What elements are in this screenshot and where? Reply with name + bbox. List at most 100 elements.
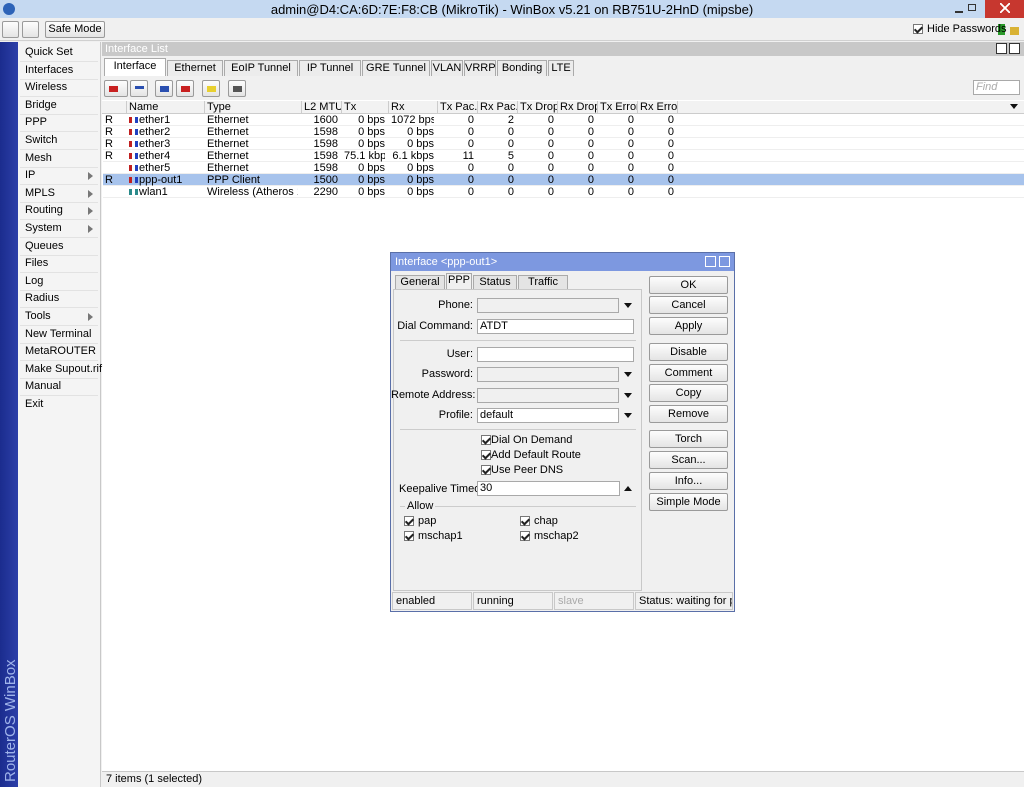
disable-button[interactable] bbox=[176, 80, 194, 97]
menu-item[interactable]: Routing bbox=[25, 204, 63, 217]
dialog-button[interactable]: Copy bbox=[649, 384, 728, 402]
list-tab[interactable]: GRE Tunnel bbox=[362, 60, 430, 76]
menu-item[interactable]: Switch bbox=[25, 134, 58, 146]
dialog-maximize[interactable] bbox=[705, 256, 716, 267]
field-input[interactable] bbox=[477, 388, 619, 403]
dialog-tab[interactable]: Status bbox=[473, 275, 517, 289]
dialog-button[interactable]: Simple Mode bbox=[649, 493, 728, 511]
menu-item[interactable]: Files bbox=[25, 257, 49, 270]
field-input[interactable] bbox=[477, 367, 619, 382]
close-list-button[interactable] bbox=[1009, 43, 1020, 54]
menu-item[interactable]: Manual bbox=[25, 380, 62, 393]
column-header[interactable]: Type bbox=[205, 101, 302, 114]
menu-item[interactable]: Wireless bbox=[25, 81, 68, 94]
menu-item[interactable]: Interfaces bbox=[25, 63, 74, 76]
field-input[interactable]: ATDT bbox=[477, 319, 634, 334]
field-input[interactable]: default bbox=[477, 408, 619, 423]
columns-dropdown[interactable] bbox=[1010, 104, 1018, 109]
field-input[interactable] bbox=[477, 347, 634, 362]
minimize-button[interactable] bbox=[945, 1, 973, 17]
dialog-tab[interactable]: Traffic bbox=[518, 275, 568, 289]
column-header[interactable]: Rx Errors bbox=[640, 101, 678, 114]
menu-item[interactable]: Exit bbox=[25, 398, 44, 410]
checkbox[interactable] bbox=[481, 435, 491, 445]
column-header[interactable]: Tx bbox=[342, 101, 389, 114]
menu-item[interactable]: MetaROUTER bbox=[25, 345, 96, 358]
table-row[interactable] bbox=[103, 162, 1024, 174]
dropdown-arrow[interactable] bbox=[624, 303, 632, 308]
column-header[interactable]: Rx bbox=[389, 101, 438, 114]
maximize-list-button[interactable] bbox=[996, 43, 1007, 54]
dialog-button[interactable]: Torch bbox=[649, 430, 728, 448]
checkbox[interactable] bbox=[481, 450, 491, 460]
menu-item[interactable]: Bridge bbox=[25, 98, 57, 111]
column-header[interactable]: Rx Pac... bbox=[478, 101, 518, 114]
dialog-button[interactable]: Remove bbox=[649, 405, 728, 423]
menu-item[interactable]: Make Supout.rif bbox=[25, 362, 103, 375]
column-header[interactable]: Tx Errors bbox=[600, 101, 638, 114]
checkbox[interactable] bbox=[404, 516, 414, 526]
menu-item[interactable]: Quick Set bbox=[25, 46, 73, 58]
field-input[interactable] bbox=[477, 298, 619, 313]
table-row[interactable] bbox=[103, 186, 1024, 198]
menu-item[interactable]: MPLS bbox=[25, 186, 55, 199]
find-box[interactable]: Find bbox=[973, 80, 1020, 95]
checkbox[interactable] bbox=[404, 531, 414, 541]
dialog-tab[interactable]: General bbox=[395, 275, 445, 289]
list-tab[interactable]: VLAN bbox=[431, 60, 463, 76]
column-header[interactable]: Tx Pac... bbox=[440, 101, 478, 114]
list-tab[interactable]: Interface bbox=[104, 58, 166, 76]
checkbox[interactable] bbox=[520, 531, 530, 541]
checkbox[interactable] bbox=[520, 516, 530, 526]
table-row[interactable] bbox=[103, 174, 1024, 186]
dialog-button[interactable]: Comment bbox=[649, 364, 728, 382]
list-tab[interactable]: Ethernet bbox=[167, 60, 223, 76]
remove-button[interactable] bbox=[130, 80, 148, 97]
list-tab[interactable]: Bonding bbox=[497, 60, 547, 76]
dialog-tab[interactable]: PPP bbox=[446, 273, 472, 289]
column-header[interactable]: Name bbox=[127, 101, 205, 114]
menu-item[interactable]: New Terminal bbox=[25, 327, 92, 340]
table-row[interactable] bbox=[103, 126, 1024, 138]
menu-item[interactable]: PPP bbox=[25, 116, 48, 129]
menu-item[interactable]: Tools bbox=[25, 310, 51, 322]
table-row[interactable] bbox=[103, 138, 1024, 150]
add-button[interactable] bbox=[104, 80, 128, 97]
dropdown-arrow[interactable] bbox=[624, 372, 632, 377]
dialog-close[interactable] bbox=[719, 256, 730, 267]
safe-mode-button[interactable]: Safe Mode bbox=[45, 21, 105, 38]
restore-button[interactable] bbox=[960, 1, 984, 17]
enable-button[interactable] bbox=[155, 80, 173, 97]
menu-item[interactable]: Queues bbox=[25, 239, 64, 252]
dialog-button[interactable]: OK bbox=[649, 276, 728, 294]
dropdown-arrow[interactable] bbox=[624, 393, 632, 398]
dialog-button[interactable]: Info... bbox=[649, 472, 728, 490]
filter-button[interactable] bbox=[228, 80, 246, 97]
dialog-button[interactable]: Apply bbox=[649, 317, 728, 335]
menu-item[interactable]: Radius bbox=[25, 292, 60, 305]
menu-item[interactable]: IP bbox=[25, 169, 36, 182]
list-tab[interactable]: LTE bbox=[548, 60, 574, 76]
dropdown-arrow[interactable] bbox=[624, 413, 632, 418]
menu-item[interactable]: Log bbox=[25, 274, 44, 287]
dialog-button[interactable]: Scan... bbox=[649, 451, 728, 469]
close-button[interactable] bbox=[985, 0, 1024, 18]
comment-button[interactable] bbox=[202, 80, 220, 97]
checkbox[interactable] bbox=[481, 465, 491, 475]
list-tab[interactable]: EoIP Tunnel bbox=[224, 60, 298, 76]
dialog-button[interactable]: Cancel bbox=[649, 296, 728, 314]
menu-item[interactable]: Mesh bbox=[25, 151, 52, 164]
table-row[interactable] bbox=[103, 114, 1024, 126]
column-header[interactable]: Tx Drops bbox=[518, 101, 558, 114]
table-row[interactable] bbox=[103, 150, 1024, 162]
dialog-button[interactable]: Disable bbox=[649, 343, 728, 361]
column-header[interactable]: Rx Drops bbox=[558, 101, 598, 114]
keepalive-input[interactable]: 30 bbox=[477, 481, 620, 496]
column-header[interactable]: L2 MTU bbox=[304, 101, 342, 114]
menu-item[interactable]: System bbox=[25, 222, 62, 234]
keepalive-toggle[interactable] bbox=[624, 486, 632, 491]
hide-passwords-checkbox[interactable] bbox=[913, 24, 923, 34]
list-tab[interactable]: IP Tunnel bbox=[299, 60, 361, 76]
undo-button[interactable] bbox=[2, 21, 19, 38]
list-tab[interactable]: VRRP bbox=[464, 60, 496, 76]
